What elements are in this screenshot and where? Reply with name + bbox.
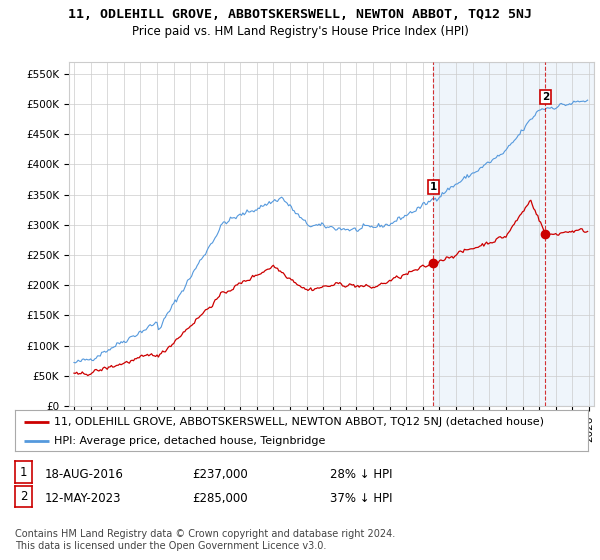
- Bar: [433, 62, 594, 406]
- Text: £285,000: £285,000: [192, 492, 248, 505]
- Text: Price paid vs. HM Land Registry's House Price Index (HPI): Price paid vs. HM Land Registry's House …: [131, 25, 469, 38]
- Text: HPI: Average price, detached house, Teignbridge: HPI: Average price, detached house, Teig…: [54, 436, 325, 446]
- Text: Contains HM Land Registry data © Crown copyright and database right 2024.
This d: Contains HM Land Registry data © Crown c…: [15, 529, 395, 551]
- Text: 2: 2: [542, 92, 549, 102]
- Text: 18-AUG-2016: 18-AUG-2016: [45, 468, 124, 481]
- Text: 37% ↓ HPI: 37% ↓ HPI: [330, 492, 392, 505]
- Text: £237,000: £237,000: [192, 468, 248, 481]
- Text: 11, ODLEHILL GROVE, ABBOTSKERSWELL, NEWTON ABBOT, TQ12 5NJ (detached house): 11, ODLEHILL GROVE, ABBOTSKERSWELL, NEWT…: [54, 417, 544, 427]
- Text: 2: 2: [20, 489, 27, 503]
- Text: 1: 1: [20, 465, 27, 479]
- Text: 11, ODLEHILL GROVE, ABBOTSKERSWELL, NEWTON ABBOT, TQ12 5NJ: 11, ODLEHILL GROVE, ABBOTSKERSWELL, NEWT…: [68, 8, 532, 21]
- Text: 28% ↓ HPI: 28% ↓ HPI: [330, 468, 392, 481]
- Text: 1: 1: [430, 182, 437, 192]
- Text: 12-MAY-2023: 12-MAY-2023: [45, 492, 121, 505]
